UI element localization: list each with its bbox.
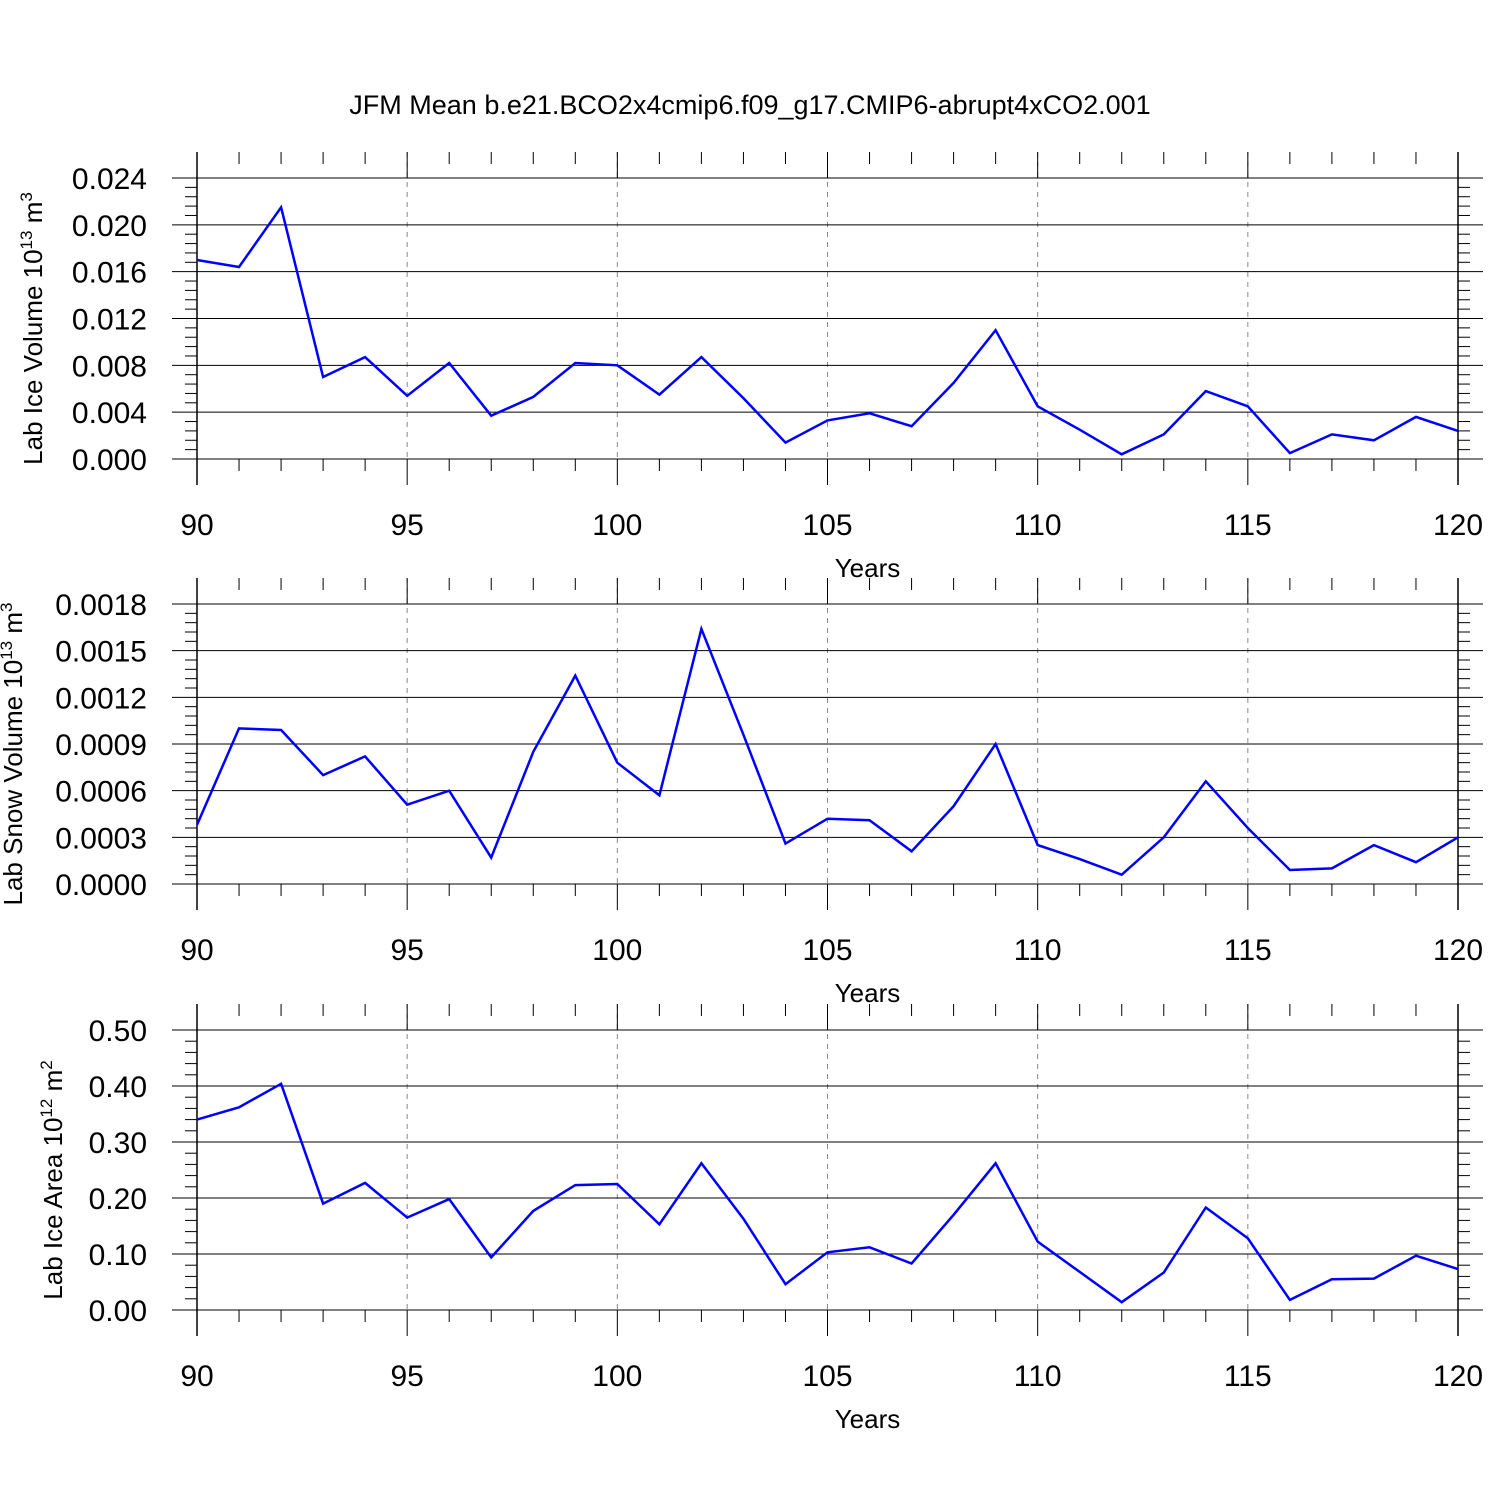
y-tick-label: 0.0012 <box>55 682 147 715</box>
y-axis-label-unit: m <box>38 1070 68 1099</box>
x-axis-label: Years <box>835 1404 901 1434</box>
x-axis-label: Years <box>835 978 901 1008</box>
y-axis-label: Lab Ice Volume 1013 m3 <box>17 192 48 465</box>
y-tick-label: 0.20 <box>89 1183 147 1216</box>
y-axis-label-unit-exponent: 3 <box>0 602 16 611</box>
x-tick-label: 105 <box>802 934 852 967</box>
y-axis-label-unit-exponent: 2 <box>37 1060 56 1069</box>
y-axis-label-exponent: 12 <box>37 1099 56 1118</box>
x-tick-label: 90 <box>180 1360 213 1393</box>
x-tick-label: 90 <box>180 934 213 967</box>
panel-snow-volume: 0.0000 0.0003 0.0006 0.0009 0.0012 0.0015 0.00… <box>0 578 1483 1008</box>
y-axis-label-text: Lab Snow Volume 10 <box>0 660 28 906</box>
x-tick-label: 90 <box>180 509 213 542</box>
x-tick-label: 95 <box>390 934 423 967</box>
y-axis-label-text: Lab Ice Volume 10 <box>18 249 48 464</box>
x-tick-label: 110 <box>1014 934 1062 967</box>
y-axis-label-unit: m <box>18 202 48 231</box>
y-tick-label: 0.004 <box>72 397 147 430</box>
y-axis-label-unit-exponent: 3 <box>17 192 36 201</box>
x-tick-label: 115 <box>1224 1360 1272 1393</box>
y-tick-label: 0.0015 <box>55 636 147 669</box>
y-tick-label: 0.0009 <box>55 729 147 762</box>
series-line <box>196 1081 1459 1304</box>
x-tick-label: 110 <box>1014 509 1062 542</box>
x-tick-label: 100 <box>592 509 642 542</box>
panel-ice-volume: 0.000 0.004 0.008 0.012 0.016 0.020 0.024 90 95 1… <box>17 152 1483 583</box>
y-axis-label: Lab Ice Area 1012 m2 <box>37 1060 68 1299</box>
panel-ice-area: 0.00 0.10 0.20 0.30 0.40 0.50 90 95 100 105 110 115… <box>37 1004 1483 1434</box>
y-tick-label: 0.020 <box>72 210 147 243</box>
y-tick-label: 0.30 <box>89 1127 147 1160</box>
y-tick-label: 0.0003 <box>55 822 147 855</box>
y-tick-label: 0.10 <box>89 1239 147 1272</box>
y-axis-label: Lab Snow Volume 1013 m3 <box>0 602 28 905</box>
x-tick-label: 100 <box>592 1360 642 1393</box>
y-tick-label: 0.024 <box>72 163 147 196</box>
x-tick-label: 115 <box>1224 509 1272 542</box>
y-tick-label: 0.012 <box>72 304 147 337</box>
x-tick-label: 95 <box>390 509 423 542</box>
x-axis-label: Years <box>835 553 901 583</box>
y-tick-label: 0.0006 <box>55 776 147 809</box>
series-line <box>195 624 1459 877</box>
x-tick-label: 115 <box>1224 934 1272 967</box>
chart-title: JFM Mean b.e21.BCO2x4cmip6.f09_g17.CMIP6… <box>349 90 1150 120</box>
x-tick-label: 120 <box>1433 509 1483 542</box>
x-tick-label: 105 <box>802 1360 852 1393</box>
x-tick-label: 105 <box>802 509 852 542</box>
y-tick-label: 0.0018 <box>55 589 147 622</box>
y-tick-label: 0.50 <box>89 1015 147 1048</box>
x-tick-label: 95 <box>390 1360 423 1393</box>
x-tick-label: 110 <box>1014 1360 1062 1393</box>
x-tick-label: 120 <box>1433 1360 1483 1393</box>
y-axis-label-exponent: 13 <box>0 641 16 660</box>
y-tick-label: 0.0000 <box>55 869 147 902</box>
y-tick-label: 0.40 <box>89 1071 147 1104</box>
y-tick-label: 0.008 <box>72 350 147 383</box>
y-tick-label: 0.000 <box>72 444 147 477</box>
y-axis-label-text: Lab Ice Area 10 <box>38 1118 68 1300</box>
y-axis-label-exponent: 13 <box>17 231 36 250</box>
y-tick-label: 0.00 <box>89 1295 147 1328</box>
x-tick-label: 120 <box>1433 934 1483 967</box>
series-line <box>196 204 1459 456</box>
y-tick-label: 0.016 <box>72 257 147 290</box>
y-axis-label-unit: m <box>0 612 28 641</box>
x-tick-label: 100 <box>592 934 642 967</box>
